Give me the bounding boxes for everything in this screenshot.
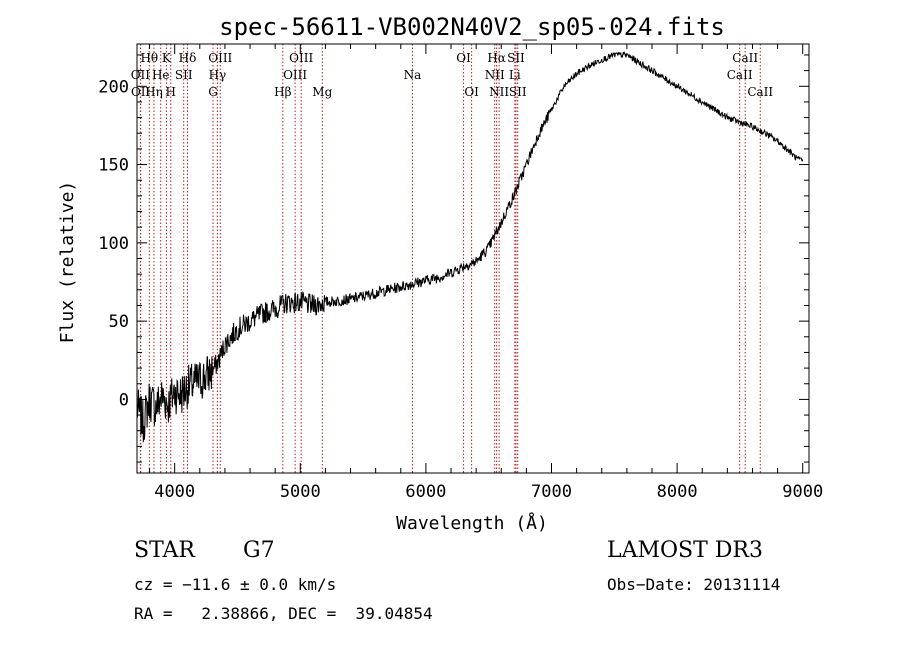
object-class: STAR xyxy=(134,538,195,563)
object-subclass: G7 xyxy=(243,538,275,563)
x-tick-label: 4000 xyxy=(154,482,195,502)
x-tick-label: 8000 xyxy=(657,482,698,502)
y-axis: 0 50 100 150 200 xyxy=(98,54,809,463)
chart-title: spec-56611-VB002N40V2_sp05-024.fits xyxy=(219,13,725,41)
x-tick-label: 7000 xyxy=(531,482,572,502)
line-label-oii: OII xyxy=(131,85,151,99)
line-label-li: Li xyxy=(509,68,521,82)
line-label-sii: SII xyxy=(175,68,193,82)
y-tick-label: 200 xyxy=(98,77,129,97)
line-label-nii: NII xyxy=(485,68,505,82)
redshift-velocity: cz = −11.6 ± 0.0 km/s xyxy=(134,575,337,594)
line-label-g: G xyxy=(208,85,218,99)
x-axis-label: Wavelength (Å) xyxy=(396,512,548,534)
x-axis: 4000 5000 6000 7000 8000 9000 xyxy=(149,44,823,502)
y-tick-label: 0 xyxy=(119,390,129,410)
line-label-sii: SII xyxy=(507,51,525,65)
spectral-line-marks xyxy=(139,44,761,473)
x-tick-label: 6000 xyxy=(405,482,446,502)
line-label-hδ: Hδ xyxy=(179,51,197,65)
line-label-he: He xyxy=(152,68,170,82)
line-label-oiii: OIII xyxy=(283,68,307,82)
x-tick-label: 5000 xyxy=(280,482,321,502)
line-label-mg: Mg xyxy=(312,85,332,99)
line-label-hγ: Hγ xyxy=(209,68,227,82)
line-label-hβ: Hβ xyxy=(274,85,291,99)
line-label-h: H xyxy=(166,85,176,99)
y-axis-label: Flux (relative) xyxy=(57,181,78,344)
flux-line xyxy=(136,51,804,443)
x-tick-label: 9000 xyxy=(782,482,823,502)
line-label-oii: OII xyxy=(131,68,151,82)
line-label-hα: Hα xyxy=(487,51,506,65)
line-label-hθ: Hθ xyxy=(140,51,158,65)
line-label-hη: Hη xyxy=(145,85,163,99)
line-label-caii: CaII xyxy=(727,68,753,82)
line-label-oiii: OIII xyxy=(208,51,232,65)
line-label-oi: OI xyxy=(464,85,479,99)
flux-series xyxy=(136,51,804,443)
y-tick-label: 100 xyxy=(98,234,129,254)
line-label-sii: SII xyxy=(509,85,527,99)
line-label-oiii: OIII xyxy=(289,51,313,65)
plot-frame xyxy=(136,43,810,474)
survey-name: LAMOST DR3 xyxy=(607,538,763,563)
y-tick-label: 50 xyxy=(109,312,129,332)
line-label-nii: NII xyxy=(489,85,509,99)
line-label-na: Na xyxy=(404,68,422,82)
y-tick-label: 150 xyxy=(98,156,129,176)
coordinates: RA = 2.38866, DEC = 39.04854 xyxy=(134,604,433,623)
line-label-k: K xyxy=(162,51,172,65)
line-label-caii: CaII xyxy=(747,85,773,99)
line-label-caii: CaII xyxy=(732,51,758,65)
line-label-oi: OI xyxy=(456,51,471,65)
observation-date: Obs−Date: 20131114 xyxy=(607,575,781,594)
